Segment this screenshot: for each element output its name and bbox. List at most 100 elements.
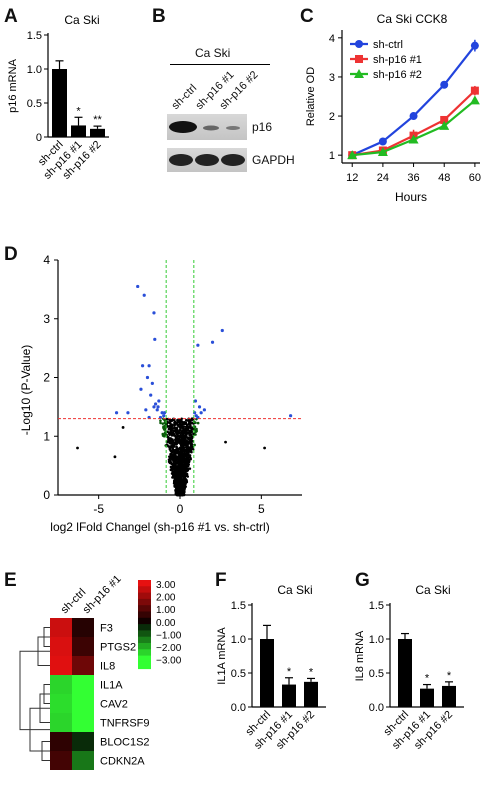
x-tick-label: 48 [438, 172, 450, 184]
colorbar-swatch [138, 611, 151, 619]
x-axis-label: log2 lFold Changel (sh-p16 #1 vs. sh-ctr… [50, 520, 269, 534]
heatmap-row-label: IL1A [100, 680, 123, 692]
heatmap-cell [50, 751, 72, 770]
panel-letter-f: F [215, 570, 227, 591]
data-point [180, 426, 183, 429]
panel-letter-a: A [4, 6, 18, 27]
data-point [182, 493, 186, 496]
data-point-significant [139, 387, 143, 391]
data-point [180, 487, 184, 490]
data-point [173, 423, 176, 427]
data-point [171, 441, 175, 444]
data-point-significant [162, 414, 166, 418]
x-axis-label: Hours [395, 190, 427, 204]
data-point [171, 454, 175, 457]
data-point [162, 428, 166, 431]
data-point [162, 434, 166, 438]
data-point [175, 435, 178, 439]
data-point [180, 493, 184, 497]
data-point [224, 440, 227, 444]
data-point [177, 479, 180, 482]
y-axis-label: -Log10 (P-Value) [19, 345, 33, 436]
data-point [184, 470, 188, 473]
blot-lane-label: sh-ctrl [169, 82, 200, 112]
data-point-significant [126, 411, 130, 415]
data-point [181, 478, 184, 482]
bar [304, 681, 318, 707]
data-point [174, 430, 178, 433]
data-point [178, 459, 182, 463]
data-point [170, 446, 174, 449]
data-point [173, 426, 176, 429]
y-tick-label: 0.5 [369, 668, 384, 680]
data-point [378, 137, 387, 146]
data-point [184, 429, 187, 432]
data-point [180, 456, 184, 460]
heatmap-cell [50, 637, 72, 656]
data-point [180, 446, 184, 449]
data-point [189, 450, 192, 453]
data-point [190, 417, 194, 420]
data-point [172, 474, 175, 477]
y-tick-label: 1.5 [369, 600, 384, 612]
heatmap-cell [50, 618, 72, 637]
heatmap-cell [72, 732, 94, 751]
data-point-significant [136, 284, 140, 289]
significance-marker: * [447, 670, 452, 682]
data-point [177, 418, 180, 422]
data-point [179, 438, 182, 442]
data-point [172, 462, 175, 465]
y-tick-label: 2 [329, 111, 335, 123]
y-tick-label: 3 [329, 72, 335, 84]
data-point [76, 446, 79, 450]
data-point [377, 147, 388, 157]
data-point [121, 426, 125, 429]
y-tick-label: 0.5 [231, 668, 246, 680]
panel-letter-e: E [4, 570, 17, 591]
data-point [184, 418, 188, 422]
heatmap-row-label: CDKN2A [100, 756, 145, 768]
data-point [181, 473, 185, 477]
y-tick-label: 1.0 [369, 634, 384, 646]
x-tick-label: 5 [258, 502, 265, 516]
heatmap-cell [50, 732, 72, 751]
data-point [169, 419, 173, 423]
data-point [168, 437, 171, 440]
data-point [188, 433, 191, 437]
heatmap-cell [72, 675, 94, 694]
colorbar-swatch [138, 598, 151, 607]
chart-title: Ca Ski CCK8 [377, 12, 448, 26]
bar [420, 688, 434, 707]
panel-letter-b: B [152, 6, 166, 27]
data-point [192, 432, 195, 436]
blot-title: Ca Ski [195, 46, 231, 60]
data-point [183, 480, 186, 483]
data-point [182, 483, 186, 487]
data-point-significant [149, 393, 153, 397]
data-point [191, 447, 195, 451]
data-point-significant [150, 381, 154, 385]
heatmap-cell [72, 637, 94, 656]
data-point [183, 449, 186, 453]
data-point [174, 482, 177, 485]
heatmap-row-label: TNFRSF9 [100, 718, 150, 730]
data-point [169, 455, 173, 458]
chart-title: Ca Ski [277, 583, 312, 597]
colorbar-label: 0.00 [156, 618, 176, 629]
data-point [177, 454, 181, 458]
legend-label: sh-p16 #2 [373, 69, 422, 81]
data-point [179, 444, 183, 447]
significance-marker: * [76, 105, 81, 117]
data-point [169, 440, 172, 444]
x-tick-label: -5 [93, 502, 104, 516]
data-point [189, 457, 192, 461]
heatmap-cell [50, 713, 72, 732]
x-tick-label: 24 [377, 172, 389, 184]
data-point [177, 464, 180, 468]
legend-label: sh-ctrl [373, 39, 403, 51]
data-point [195, 427, 198, 431]
data-point-significant [153, 337, 157, 341]
y-tick-label: 1.0 [27, 64, 42, 76]
data-point [187, 422, 191, 426]
